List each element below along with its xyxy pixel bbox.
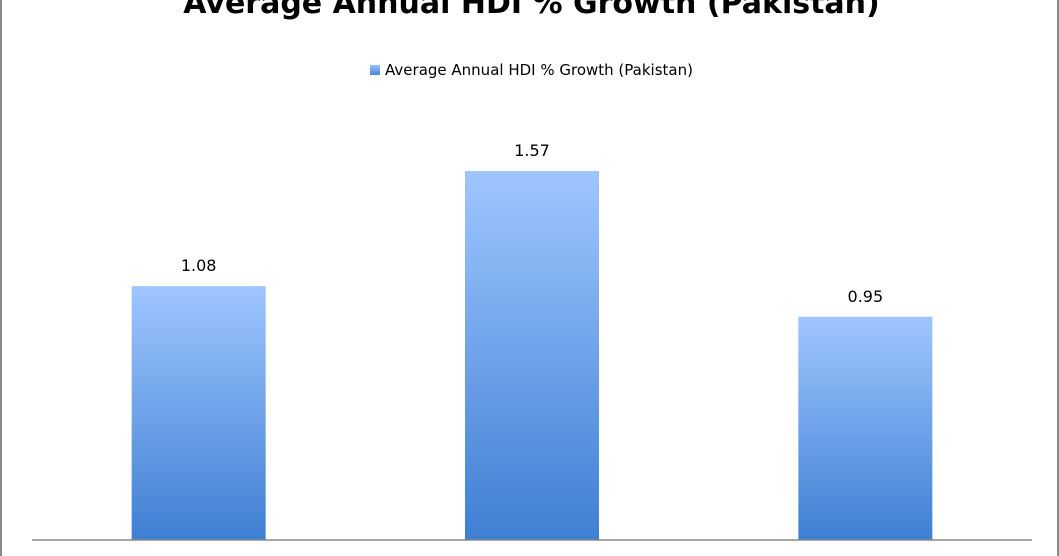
bar-1 [131, 286, 266, 540]
legend-swatch [370, 65, 381, 75]
data-label-2: 1.57 [514, 141, 550, 160]
legend: Average Annual HDI % Growth (Pakistan) [2, 61, 1059, 79]
data-label-3: 0.95 [848, 287, 884, 306]
data-label-1: 1.08 [181, 256, 217, 275]
bar-3 [798, 316, 933, 540]
chart-title: Average Annual HDI % Growth (Pakistan) [183, 0, 880, 21]
legend-label: Average Annual HDI % Growth (Pakistan) [385, 61, 693, 79]
bar-2 [465, 171, 599, 541]
